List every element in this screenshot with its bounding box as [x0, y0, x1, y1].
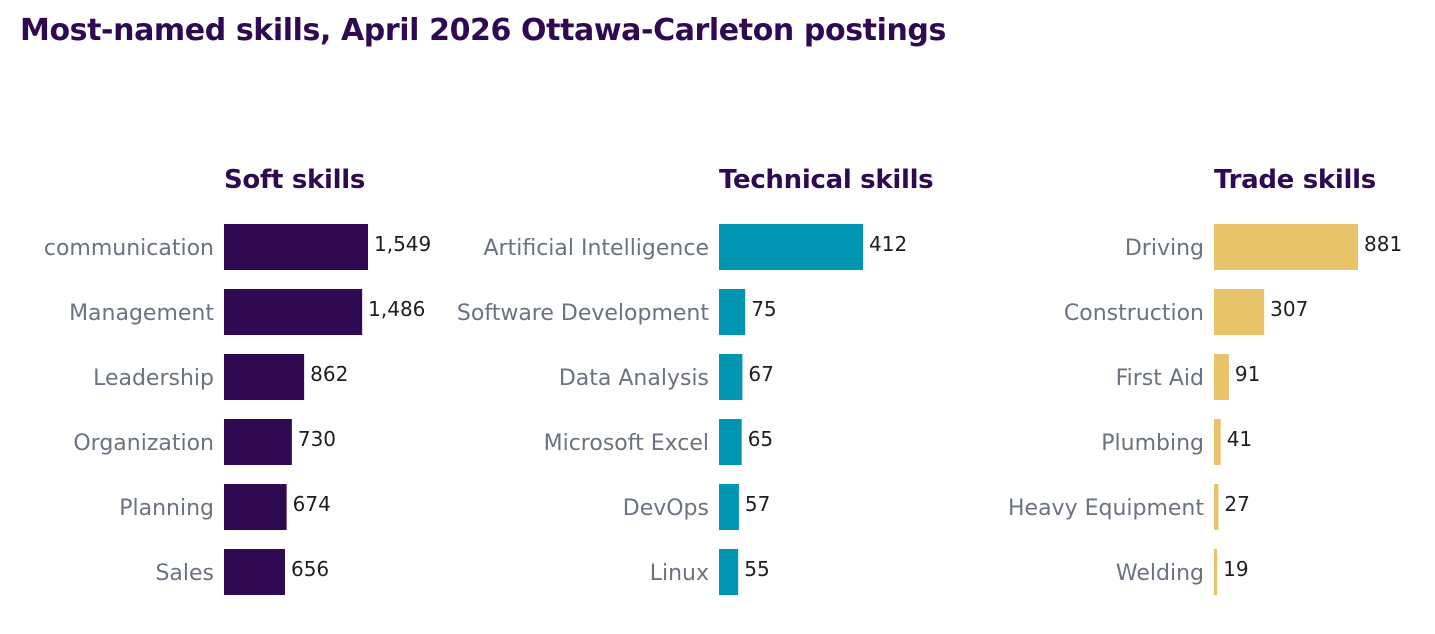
value-label-linux: 55	[744, 557, 769, 581]
bar-heavy-equipment	[1214, 484, 1219, 530]
value-label-sales: 656	[291, 557, 329, 581]
chart-panel-trade-skills: Trade skills Driving 881 Construction 307 Fir…	[1008, 165, 1402, 595]
category-label-sales: Sales	[155, 561, 214, 586]
category-label-microsoft-excel: Microsoft Excel	[544, 431, 709, 456]
bar-devops	[719, 484, 739, 530]
category-label-communication: communication	[44, 236, 214, 261]
bar-welding	[1214, 549, 1218, 595]
panel-title: Technical skills	[719, 165, 933, 195]
category-label-welding: Welding	[1116, 561, 1204, 586]
value-label-planning: 674	[293, 492, 331, 516]
category-label-devops: DevOps	[623, 496, 709, 521]
value-label-welding: 19	[1223, 557, 1248, 581]
category-label-software-development: Software Development	[457, 301, 709, 326]
category-label-artificial-intelligence: Artificial Intelligence	[484, 236, 710, 261]
bar-plumbing	[1214, 419, 1221, 465]
value-label-communication: 1,549	[374, 232, 431, 256]
value-label-data-analysis: 67	[748, 362, 773, 386]
value-label-plumbing: 41	[1227, 427, 1252, 451]
bar-artificial-intelligence	[719, 224, 863, 270]
page-title: Most-named skills, April 2026 Ottawa-Car…	[20, 13, 946, 48]
bar-planning	[224, 484, 287, 530]
bar-leadership	[224, 354, 305, 400]
category-label-construction: Construction	[1064, 301, 1204, 326]
value-label-heavy-equipment: 27	[1224, 492, 1249, 516]
bar-communication	[224, 224, 368, 270]
category-label-heavy-equipment: Heavy Equipment	[1008, 496, 1204, 521]
chart-panel-technical-skills: Technical skills Artificial Intelligence 4…	[457, 165, 934, 595]
category-label-planning: Planning	[119, 496, 214, 521]
category-label-driving: Driving	[1125, 236, 1204, 261]
chart-panel-soft-skills: Soft skills communication 1,549 Management 1…	[44, 165, 431, 595]
category-label-plumbing: Plumbing	[1101, 431, 1204, 456]
value-label-organization: 730	[298, 427, 336, 451]
value-label-software-development: 75	[751, 297, 776, 321]
category-label-leadership: Leadership	[93, 366, 214, 391]
bar-sales	[224, 549, 285, 595]
panel-title: Trade skills	[1214, 165, 1376, 195]
bar-software-development	[719, 289, 746, 335]
bar-linux	[719, 549, 739, 595]
bar-construction	[1214, 289, 1265, 335]
bar-microsoft-excel	[719, 419, 742, 465]
bar-first-aid	[1214, 354, 1229, 400]
category-label-management: Management	[69, 301, 214, 326]
category-label-organization: Organization	[73, 431, 214, 456]
value-label-microsoft-excel: 65	[748, 427, 773, 451]
value-label-construction: 307	[1270, 297, 1308, 321]
panel-title: Soft skills	[224, 165, 365, 195]
bar-management	[224, 289, 363, 335]
bar-organization	[224, 419, 292, 465]
category-label-data-analysis: Data Analysis	[559, 366, 709, 391]
value-label-first-aid: 91	[1235, 362, 1260, 386]
value-label-driving: 881	[1364, 232, 1402, 256]
value-label-devops: 57	[745, 492, 770, 516]
value-label-artificial-intelligence: 412	[869, 232, 907, 256]
category-label-first-aid: First Aid	[1116, 366, 1204, 391]
category-label-linux: Linux	[650, 561, 709, 586]
value-label-management: 1,486	[368, 297, 425, 321]
bar-driving	[1214, 224, 1358, 270]
bar-data-analysis	[719, 354, 743, 400]
value-label-leadership: 862	[310, 362, 348, 386]
